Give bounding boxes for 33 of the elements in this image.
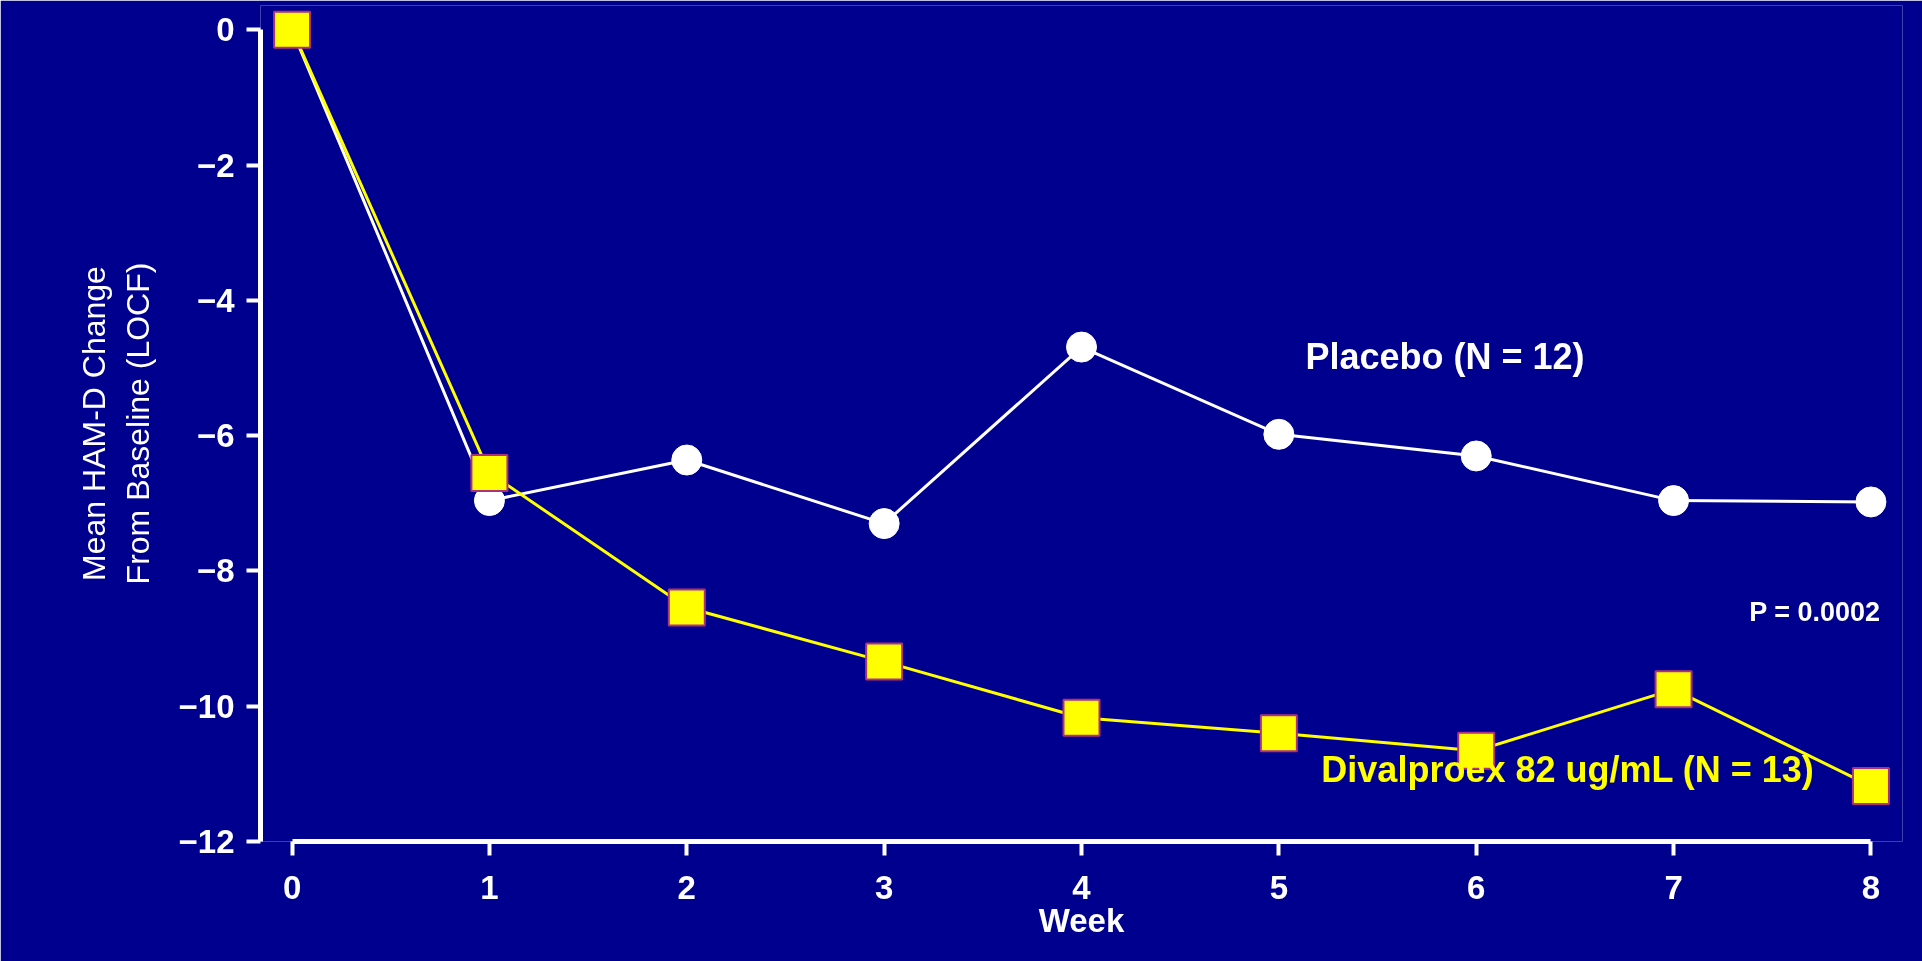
point [1855, 486, 1887, 518]
x-tick-label: 0 [282, 868, 302, 906]
point [1460, 440, 1492, 472]
y-tick-label: −2 [196, 146, 235, 184]
point [671, 444, 703, 476]
y-tick-label: −6 [196, 417, 235, 455]
x-tick-label: 6 [1467, 868, 1486, 906]
x-tick-label: 3 [874, 868, 894, 906]
series-label: Placebo (N = 12) [1305, 335, 1585, 377]
point [868, 508, 900, 540]
point [1062, 698, 1101, 737]
point [1066, 331, 1097, 363]
point [470, 453, 509, 492]
y-tick-label: 0 [216, 11, 235, 49]
y-tick-label: −8 [196, 552, 235, 590]
y-tick-label: −12 [178, 823, 235, 860]
annotation: P = 0.0002 [1749, 596, 1881, 627]
y-tick-label: −10 [178, 687, 235, 725]
point [1658, 485, 1690, 517]
x-tick-label: 8 [1861, 868, 1881, 906]
x-tick-label: 1 [480, 868, 499, 906]
x-tick-label: 7 [1664, 868, 1683, 906]
point [1851, 767, 1890, 806]
x-tick-label: 2 [677, 868, 696, 906]
y-axis-title: Mean HAM-D Change From Baseline (LOCF) [76, 262, 156, 585]
point [273, 10, 312, 49]
point [1263, 418, 1295, 450]
point [865, 642, 904, 681]
point [667, 588, 706, 627]
point [1654, 670, 1693, 709]
point [1259, 714, 1298, 753]
y-tick-label: −4 [196, 281, 236, 319]
x-tick-label: 5 [1269, 868, 1289, 906]
